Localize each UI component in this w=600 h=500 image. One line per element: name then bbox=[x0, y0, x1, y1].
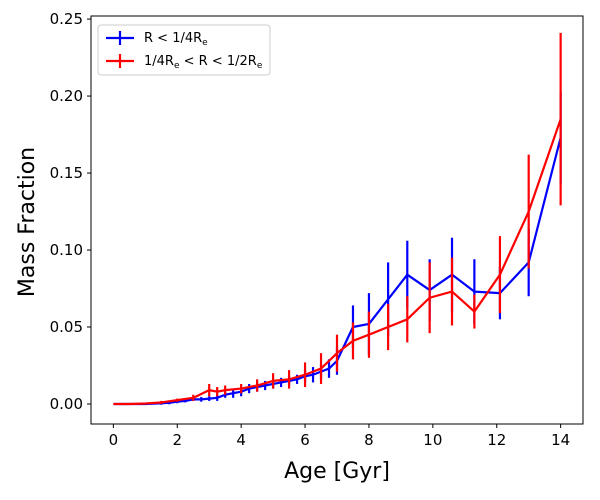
series-1-line bbox=[113, 137, 562, 406]
legend-label-series-2-part2: < R < 1/2R bbox=[180, 54, 257, 69]
x-tick-label-5: 10 bbox=[423, 431, 442, 449]
x-tick-label-7: 14 bbox=[551, 431, 570, 449]
y-tick-label-1: 0.05 bbox=[50, 318, 83, 336]
series-2-line bbox=[113, 118, 562, 406]
y-tick-label-4: 0.20 bbox=[50, 87, 83, 105]
legend-label-series-2-part1: 1/4R bbox=[144, 54, 174, 69]
legend-label-series-1-main: R < 1/4R bbox=[144, 31, 202, 46]
legend: R < 1/4Re 1/4Re < R < 1/2Re bbox=[97, 24, 271, 76]
x-tick-label-0: 0 bbox=[109, 431, 119, 449]
y-tick-label-2: 0.10 bbox=[50, 241, 83, 259]
legend-label-series-2: 1/4Re < R < 1/2Re bbox=[144, 54, 263, 71]
x-tick-label-2: 4 bbox=[236, 431, 246, 449]
legend-entry-series-1: R < 1/4Re bbox=[106, 31, 208, 48]
legend-box bbox=[97, 24, 271, 76]
legend-label-series-1: R < 1/4Re bbox=[144, 31, 208, 48]
series-2 bbox=[113, 32, 562, 406]
legend-label-series-2-subscript-2: e bbox=[257, 61, 263, 71]
x-tick-label-3: 6 bbox=[300, 431, 310, 449]
plot-frame bbox=[90, 15, 584, 425]
legend-label-series-1-subscript: e bbox=[202, 38, 208, 48]
plot-area bbox=[113, 32, 562, 406]
x-tick-label-1: 2 bbox=[172, 431, 182, 449]
y-tick-label-0: 0.00 bbox=[50, 395, 83, 413]
axis-ticks: 0 2 4 6 8 10 12 14 0.00 0.05 0.10 0.15 0.20 0.25 bbox=[50, 10, 571, 449]
x-tick-label-4: 8 bbox=[364, 431, 374, 449]
legend-label-series-2-subscript-1: e bbox=[174, 61, 180, 71]
y-tick-label-3: 0.15 bbox=[50, 164, 83, 182]
legend-entry-series-2: 1/4Re < R < 1/2Re bbox=[106, 54, 263, 71]
y-tick-label-5: 0.25 bbox=[50, 10, 83, 28]
x-axis-label: Age [Gyr] bbox=[284, 459, 390, 484]
x-tick-label-6: 12 bbox=[487, 431, 506, 449]
y-axis-label: Mass Fraction bbox=[15, 147, 40, 297]
